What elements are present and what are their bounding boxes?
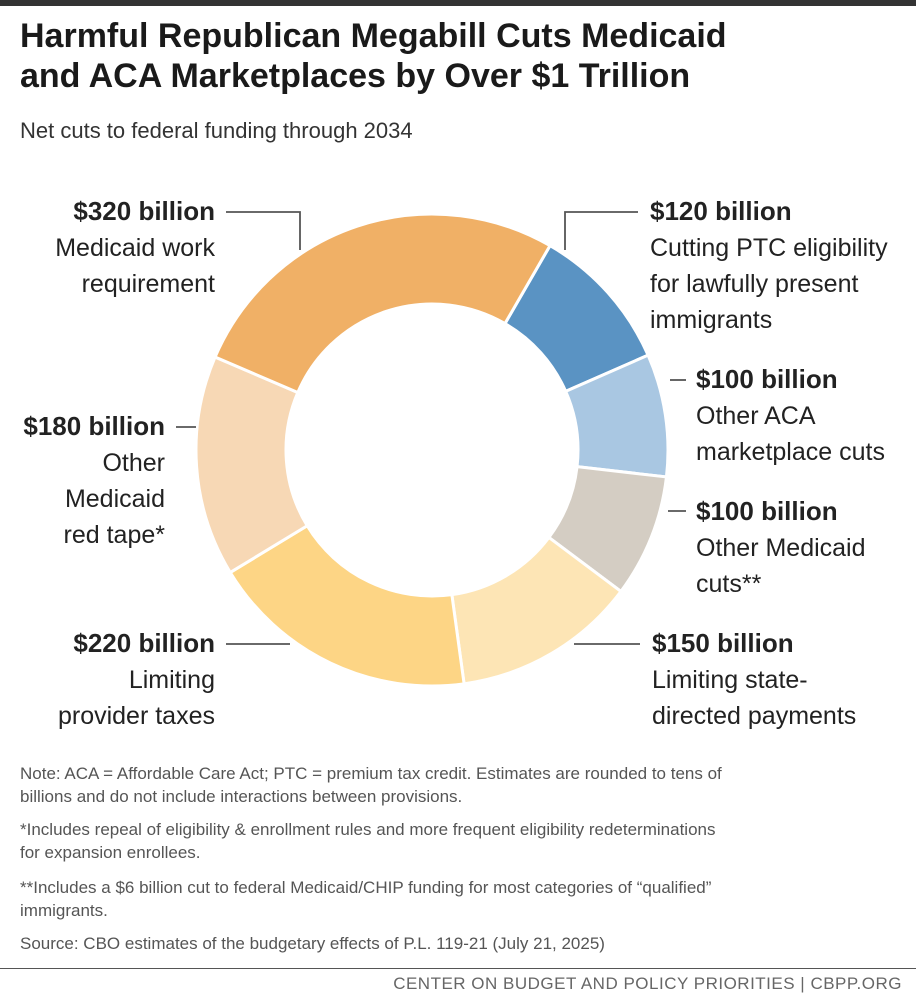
- chart-title: Harmful Republican Megabill Cuts Medicai…: [20, 16, 900, 96]
- slice-desc-label-6-3: red tape*: [64, 521, 166, 549]
- footer-credit: CENTER ON BUDGET AND POLICY PRIORITIES |…: [393, 974, 902, 993]
- note: Note: ACA = Affordable Care Act; PTC = p…: [20, 762, 900, 808]
- footnote-2-line-2: immigrants.: [20, 901, 108, 920]
- slice-value-label-3: $100 billion: [696, 496, 838, 526]
- footnote-1-line-2: for expansion enrollees.: [20, 843, 201, 862]
- slice-desc-label-1-3: immigrants: [650, 306, 772, 334]
- source-note: Source: CBO estimates of the budgetary e…: [20, 934, 605, 953]
- slice-value-label-7: $320 billion: [73, 196, 215, 226]
- chart-subtitle: Net cuts to federal funding through 2034: [20, 118, 413, 143]
- top-rule: [0, 0, 916, 6]
- slice-desc-label-1-1: Cutting PTC eligibility: [650, 234, 888, 262]
- slice-value-label-4: $150 billion: [652, 628, 794, 658]
- footer-rule: [0, 968, 916, 969]
- footnote-2-line-1: **Includes a $6 billion cut to federal M…: [20, 878, 712, 897]
- chart-title-line-2: and ACA Marketplaces by Over $1 Trillion: [20, 57, 691, 95]
- footnote-1-line-1: *Includes repeal of eligibility & enroll…: [20, 820, 716, 839]
- slice-desc-label-5-2: provider taxes: [58, 702, 215, 730]
- slice-value-label-2: $100 billion: [696, 364, 838, 394]
- leader-line-7: [226, 211, 301, 250]
- slice-desc-label-3-2: cuts**: [696, 570, 762, 598]
- slice-value-label-5: $220 billion: [73, 628, 215, 658]
- slice-desc-label-6-1: Other: [102, 449, 165, 477]
- slice-desc-label-5-1: Limiting: [129, 666, 215, 694]
- slice-desc-label-7-2: requirement: [82, 270, 215, 298]
- slice-desc-label-2-2: marketplace cuts: [696, 438, 885, 466]
- donut-chart: $120 billion Cutting PTC eligibility for l…: [23, 196, 888, 730]
- donut-slice-7: [213, 212, 553, 395]
- donut-slice-5: [228, 523, 466, 688]
- footnote-double-asterisk: **Includes a $6 billion cut to federal M…: [20, 876, 900, 922]
- footnote-single-asterisk: *Includes repeal of eligibility & enroll…: [20, 818, 900, 864]
- slice-value-label-1: $120 billion: [650, 196, 792, 226]
- note-line-2: billions and do not include interactions…: [20, 787, 463, 806]
- slice-desc-label-3-1: Other Medicaid: [696, 534, 866, 562]
- slice-value-label-6: $180 billion: [23, 411, 165, 441]
- chart-title-line-1: Harmful Republican Megabill Cuts Medicai…: [20, 17, 727, 55]
- note-line-1: Note: ACA = Affordable Care Act; PTC = p…: [20, 764, 722, 783]
- slice-desc-label-7-1: Medicaid work: [55, 234, 215, 262]
- slice-desc-label-4-2: directed payments: [652, 702, 856, 730]
- slice-desc-label-2-1: Other ACA: [696, 402, 816, 430]
- leader-line-1: [564, 211, 638, 250]
- slice-desc-label-1-2: for lawfully present: [650, 270, 858, 298]
- slice-desc-label-4-1: Limiting state-: [652, 666, 808, 694]
- slice-desc-label-6-2: Medicaid: [65, 485, 165, 513]
